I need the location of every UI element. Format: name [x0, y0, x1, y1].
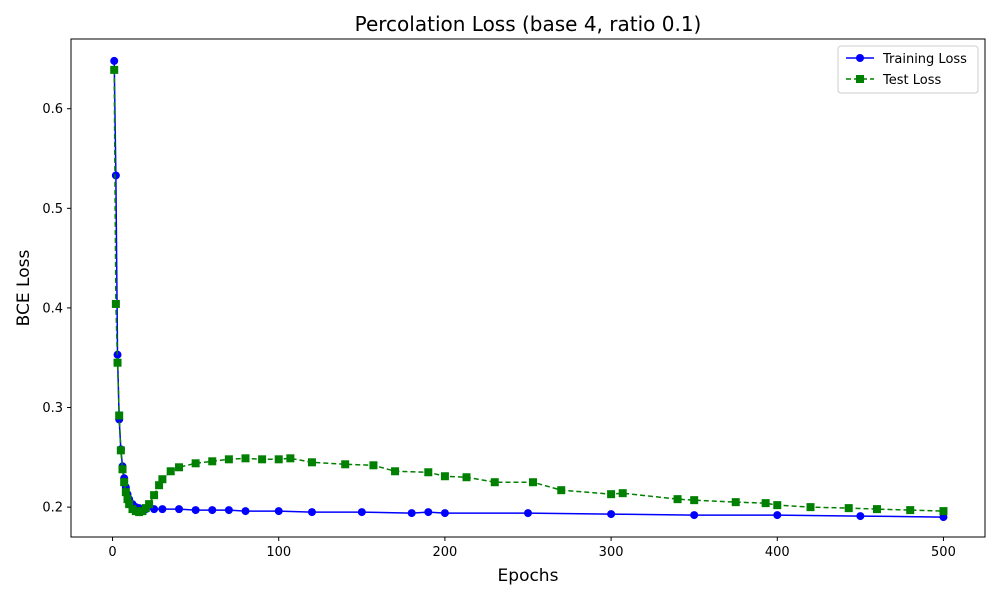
x-tick-label: 200 [432, 545, 457, 560]
data-point [118, 465, 127, 474]
data-point [773, 501, 782, 510]
data-point [166, 467, 175, 476]
data-point [690, 511, 699, 520]
data-point [391, 467, 400, 476]
legend-training-label: Training Loss [882, 52, 967, 67]
data-point [307, 458, 316, 467]
data-point [158, 475, 167, 484]
x-axis-label: Epochs [498, 566, 559, 586]
data-point [761, 499, 770, 508]
y-tick-label: 0.2 [42, 501, 63, 516]
data-point [224, 506, 233, 515]
data-point [286, 454, 295, 463]
data-point [557, 486, 566, 495]
data-point [773, 511, 782, 520]
legend-test-marker [856, 75, 864, 83]
data-point [528, 478, 537, 487]
data-point [145, 500, 154, 509]
data-point [872, 505, 881, 514]
data-point [524, 509, 532, 518]
data-point [274, 507, 283, 516]
legend-training-marker [856, 54, 864, 62]
data-point [110, 56, 119, 65]
data-point [618, 489, 627, 498]
chart-title: Percolation Loss (base 4, ratio 0.1) [355, 12, 702, 36]
y-axis: 0.2 0.3 0.4 0.5 0.6 [42, 102, 71, 516]
x-tick-label: 100 [266, 545, 291, 560]
data-point [307, 508, 316, 517]
data-point [120, 478, 129, 487]
data-point [407, 509, 416, 518]
y-tick-label: 0.5 [42, 202, 63, 217]
data-point [690, 496, 699, 505]
data-point [939, 507, 948, 516]
data-point [241, 507, 250, 516]
data-point [113, 358, 122, 367]
data-point [607, 510, 616, 519]
data-point [155, 481, 164, 490]
data-point [424, 508, 433, 517]
legend-test-label: Test Loss [882, 73, 941, 88]
data-point [424, 468, 433, 477]
series-line [113, 60, 944, 518]
data-point [208, 457, 217, 466]
data-point [175, 505, 184, 514]
x-tick-label: 0 [108, 545, 116, 560]
data-point [110, 65, 119, 74]
data-point [121, 488, 130, 497]
y-axis-label: BCE Loss [14, 250, 34, 327]
data-point [208, 506, 217, 515]
y-tick-label: 0.4 [42, 301, 63, 316]
x-tick-label: 400 [765, 545, 790, 560]
data-point [175, 463, 184, 472]
data-point [369, 461, 378, 470]
x-tick-label: 300 [599, 545, 624, 560]
data-point [440, 509, 449, 518]
data-point [607, 490, 616, 499]
data-point [673, 495, 682, 504]
y-tick-label: 0.6 [42, 102, 63, 117]
data-point [274, 455, 283, 464]
data-point [111, 171, 120, 180]
x-axis: 0 100 200 300 400 500 [108, 537, 956, 560]
data-point [856, 512, 865, 521]
axes-frame [70, 38, 986, 538]
data-point [258, 455, 267, 464]
data-point [357, 508, 366, 517]
x-tick-label: 500 [931, 545, 956, 560]
data-point [111, 299, 120, 308]
data-point [115, 411, 124, 420]
series-1 [110, 65, 948, 517]
series-line [113, 69, 944, 513]
data-point [116, 446, 125, 455]
data-point [731, 498, 740, 507]
legend: Training Loss Test Loss [837, 45, 979, 94]
data-point [158, 505, 167, 514]
data-point [906, 506, 915, 515]
data-point [844, 504, 853, 513]
data-point [191, 459, 200, 468]
data-point [224, 455, 233, 464]
y-tick-label: 0.3 [42, 401, 63, 416]
data-point [462, 473, 471, 482]
data-point [125, 500, 134, 509]
data-point [241, 454, 250, 463]
data-point [123, 495, 132, 504]
data-point [150, 491, 159, 500]
data-point [490, 478, 499, 487]
data-point [191, 506, 200, 515]
plot-area [110, 56, 948, 522]
data-point [806, 503, 815, 512]
series-0 [110, 56, 948, 522]
data-point [341, 460, 350, 469]
data-point [440, 472, 449, 481]
